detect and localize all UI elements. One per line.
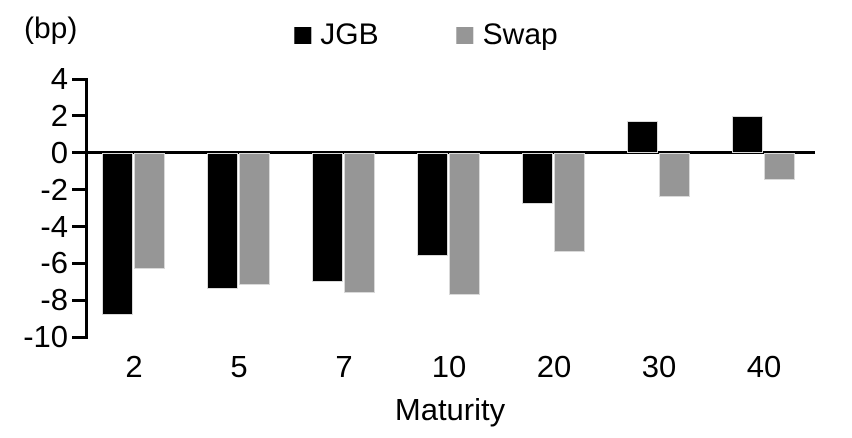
bar-jgb-40 [732,115,763,153]
y-axis-line [85,77,88,339]
y-tick-label: -8 [40,282,68,318]
x-tick-label: 10 [431,349,467,384]
swap-swatch-icon [456,26,474,44]
legend-item-jgb: JGB [294,18,379,52]
y-tick-label: 4 [50,61,68,97]
y-tick-mark [72,335,85,339]
bar-jgb-30 [627,121,658,153]
chart-legend: JGB Swap [294,18,558,52]
bar-jgb-2 [102,152,133,315]
bar-swap-2 [134,152,165,269]
y-tick-label: 0 [50,134,68,170]
y-axis-unit-label: (bp) [24,12,78,45]
x-tick-label: 30 [641,349,677,384]
y-tick-label: -4 [40,208,68,244]
legend-label-swap: Swap [482,18,558,51]
bar-jgb-20 [522,152,553,205]
x-tick-label: 20 [536,349,572,384]
y-tick-label: -6 [40,245,68,281]
y-tick-mark [72,114,85,118]
bar-swap-10 [449,152,480,295]
bar-jgb-5 [207,152,238,290]
y-tick-mark [72,261,85,265]
bar-swap-7 [344,152,375,293]
x-axis-title: Maturity [394,392,506,427]
x-tick-label: 2 [125,349,143,384]
x-tick-label: 40 [746,349,782,384]
y-tick-mark [72,151,85,155]
bar-swap-40 [764,152,795,181]
bar-jgb-7 [312,152,343,282]
bar-jgb-10 [417,152,448,256]
y-tick-label: 2 [50,97,68,133]
x-tick-label: 7 [335,349,353,384]
legend-label-jgb: JGB [320,18,379,51]
y-tick-mark [72,77,85,81]
bar-swap-30 [659,152,690,198]
bar-swap-5 [239,152,270,286]
y-tick-label: -2 [40,171,68,207]
y-tick-label: -10 [23,319,68,355]
y-tick-mark [72,188,85,192]
legend-item-swap: Swap [456,18,558,52]
jgb-swatch-icon [294,26,312,44]
y-tick-mark [72,298,85,302]
y-tick-mark [72,225,85,229]
x-tick-label: 5 [230,349,248,384]
bar-swap-20 [554,152,585,253]
